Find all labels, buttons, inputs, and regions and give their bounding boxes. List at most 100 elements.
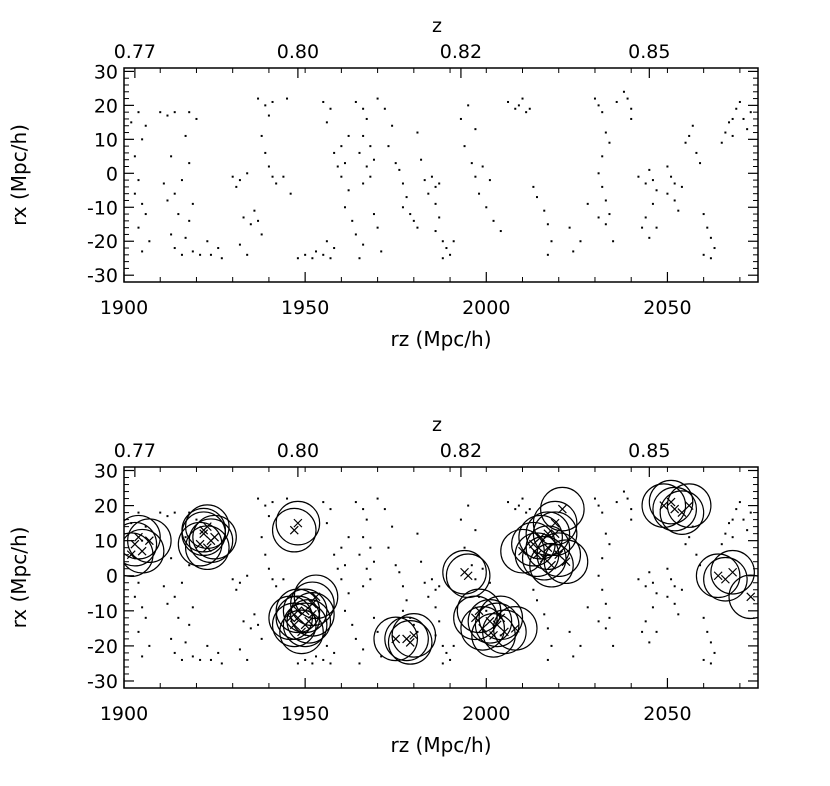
data-point [702, 616, 705, 619]
data-point [735, 508, 738, 511]
data-point [742, 117, 745, 120]
data-point [441, 644, 444, 647]
data-point [329, 257, 332, 260]
data-point [141, 138, 144, 141]
data-point [188, 111, 191, 114]
group-center-cross [728, 567, 738, 577]
data-point [267, 515, 270, 518]
data-point [532, 185, 535, 188]
data-point [728, 121, 731, 124]
data-point [648, 236, 651, 239]
data-point [231, 578, 234, 581]
data-point [420, 158, 423, 161]
group-center-cross [293, 518, 303, 528]
data-point [180, 253, 183, 256]
data-point [441, 240, 444, 243]
data-point [376, 497, 379, 500]
data-point [749, 111, 752, 114]
data-point [159, 511, 162, 514]
data-point [655, 592, 658, 595]
group-center-cross [195, 539, 205, 549]
data-point [358, 662, 361, 665]
data-point [362, 107, 365, 110]
data-point [608, 141, 611, 144]
group-center-cross [405, 637, 415, 647]
data-point [242, 216, 245, 219]
data-point [166, 114, 169, 117]
data-point [329, 107, 332, 110]
group-circle [529, 542, 574, 588]
data-point [217, 651, 220, 654]
data-point [343, 609, 346, 612]
data-point [343, 206, 346, 209]
top-axis-label: z [432, 414, 442, 436]
data-point [463, 546, 466, 549]
data-point [369, 546, 372, 549]
group-center-cross [746, 592, 756, 602]
data-point [438, 216, 441, 219]
data-point [579, 240, 582, 243]
group-center-cross [199, 525, 209, 535]
group-circle [648, 479, 694, 525]
data-point [525, 511, 528, 514]
data-point [597, 574, 600, 577]
data-point [246, 172, 249, 175]
data-point [184, 641, 187, 644]
group-center-cross [289, 525, 299, 535]
plot-area [130, 90, 752, 260]
data-point [238, 648, 241, 651]
data-point [336, 567, 339, 570]
data-point [401, 182, 404, 185]
data-point [264, 104, 267, 107]
data-point [271, 175, 274, 178]
data-point [362, 648, 365, 651]
x-tick-label: 2050 [643, 703, 691, 725]
data-point [666, 165, 669, 168]
data-point [333, 553, 336, 556]
data-point [648, 571, 651, 574]
data-point [322, 253, 325, 256]
data-point [434, 185, 437, 188]
data-point [507, 501, 510, 504]
data-point [340, 175, 343, 178]
data-point [626, 97, 629, 100]
data-point [601, 111, 604, 114]
top-tick-label: 0.85 [628, 440, 670, 462]
data-point [405, 599, 408, 602]
data-point [365, 117, 368, 120]
y-tick-label: -30 [87, 671, 118, 693]
x-tick-label: 2050 [643, 297, 691, 319]
data-point [238, 243, 241, 246]
panel-bottom: 1900 1950 2000 2050 -30 -20 -10 0 10 20 300.77 0.80… [7, 414, 759, 757]
data-point [702, 213, 705, 216]
group-circle [478, 595, 524, 641]
data-point [137, 630, 140, 633]
data-point [492, 219, 495, 222]
group-center-cross [532, 550, 542, 560]
data-point [401, 206, 404, 209]
data-point [246, 253, 249, 256]
y-tick-label: -20 [87, 636, 118, 658]
data-point [651, 202, 654, 205]
data-point [311, 257, 314, 260]
data-point [655, 189, 658, 192]
data-point [738, 100, 741, 103]
data-point [191, 606, 194, 609]
data-point [322, 100, 325, 103]
data-point [188, 162, 191, 165]
data-point [141, 250, 144, 253]
data-point [720, 543, 723, 546]
data-point [604, 223, 607, 226]
data-point [615, 501, 618, 504]
group-circle [525, 511, 571, 556]
group-circle [384, 616, 429, 662]
data-point [412, 219, 415, 222]
y-tick-label: -20 [87, 231, 118, 253]
data-point [195, 117, 198, 120]
data-point [130, 121, 133, 124]
data-point [528, 107, 531, 110]
data-point [731, 536, 734, 539]
data-point [637, 175, 640, 178]
data-point [372, 213, 375, 216]
